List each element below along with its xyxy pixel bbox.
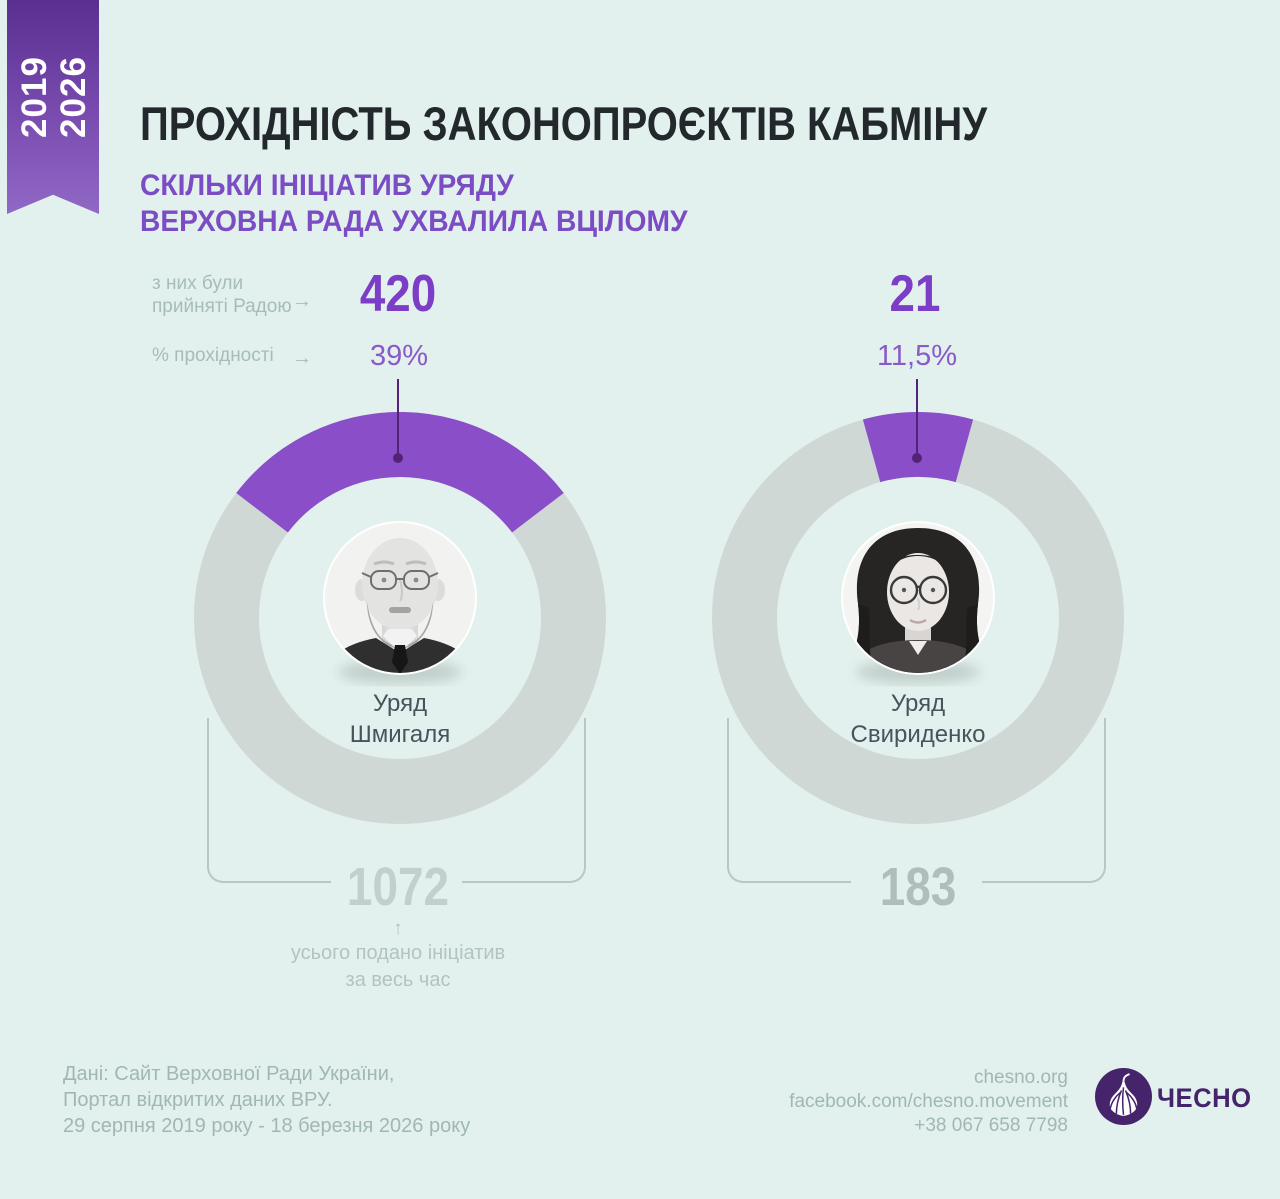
donut-chart-svyrydenko [712, 412, 1124, 824]
gov-name-line1: Уряд [372, 690, 428, 717]
gov-name-line2: Шмигаля [349, 721, 451, 748]
donut-chart-shmyhal [194, 412, 606, 824]
pct-svyrydenko: 11,5% [876, 340, 958, 372]
data-source-note: Дані: Сайт Верховної Ради України, Порта… [63, 1061, 470, 1139]
gov-name-svyrydenko: Уряд Свириденко [768, 688, 1068, 750]
connector-dot-left [393, 453, 403, 463]
page-title: ПРОХІДНІСТЬ ЗАКОНОПРОЄКТІВ КАБМІНУ [140, 97, 988, 150]
total-submitted-shmyhal: 1072 [346, 857, 450, 917]
source-line3: 29 серпня 2019 року - 18 березня 2026 ро… [63, 1115, 471, 1137]
ribbon-year-end: 2026 [54, 56, 93, 138]
accepted-label: з них були прийняті Радою [152, 272, 292, 318]
pct-label: % прохідності [152, 345, 274, 366]
caption-line2: за весь час [345, 969, 451, 991]
connector-dot-right [912, 453, 922, 463]
ribbon-year-start: 2019 [15, 56, 54, 138]
accepted-count-svyrydenko: 21 [889, 265, 941, 323]
right-arrow-icon: → [292, 347, 312, 369]
donut-arc-passage [712, 412, 1124, 824]
ribbon-years: 2019 2026 [15, 7, 93, 187]
contacts-block: chesno.org facebook.com/chesno.movement … [668, 1066, 1068, 1138]
bracket-left-a [207, 718, 331, 883]
subtitle-line-2: ВЕРХОВНА РАДА УХВАЛИЛА ВЦІЛОМУ [140, 205, 688, 238]
avatar-photo-shmyhal [325, 523, 475, 673]
gov-name-line2: Свириденко [850, 721, 986, 748]
source-line2: Портал відкритих даних ВРУ. [63, 1089, 333, 1111]
phone-number: +38 067 658 7798 [914, 1115, 1068, 1136]
chesno-logo [1095, 1068, 1152, 1125]
subtitle-line-1: СКІЛЬКИ ІНІЦІАТИВ УРЯДУ [140, 169, 514, 202]
bracket-right-b [982, 718, 1106, 883]
accepted-count-shmyhal: 420 [359, 265, 437, 323]
pct-shmyhal: 39% [369, 340, 429, 372]
accepted-label-line1: з них були [152, 273, 244, 294]
facebook-url: facebook.com/chesno.movement [789, 1091, 1068, 1112]
website-url: chesno.org [973, 1067, 1068, 1088]
total-submitted-svyrydenko: 183 [879, 857, 957, 917]
garlic-icon [1095, 1068, 1152, 1125]
source-line1: Дані: Сайт Верховної Ради України, [63, 1063, 395, 1085]
up-arrow-icon: ↑ [393, 918, 403, 939]
connector-line-left [397, 379, 399, 453]
bracket-right-a [727, 718, 851, 883]
years-ribbon: 2019 2026 [7, 0, 99, 214]
right-arrow-icon: → [292, 290, 312, 312]
gov-name-shmyhal: Уряд Шмигаля [250, 688, 550, 750]
bracket-left-b [462, 718, 586, 883]
chesno-wordmark: ЧЕСНО [1157, 1083, 1252, 1113]
total-caption: ↑ усього подано ініціатив за весь час [248, 918, 548, 994]
donut-arc-passage [194, 412, 606, 824]
avatar-photo-svyrydenko [843, 523, 993, 673]
caption-line1: усього подано ініціатив [290, 942, 506, 964]
connector-line-right [916, 379, 918, 453]
page-subtitle: СКІЛЬКИ ІНІЦІАТИВ УРЯДУ ВЕРХОВНА РАДА УХ… [140, 168, 688, 240]
accepted-label-line2: прийняті Радою [152, 296, 292, 317]
gov-name-line1: Уряд [890, 690, 946, 717]
